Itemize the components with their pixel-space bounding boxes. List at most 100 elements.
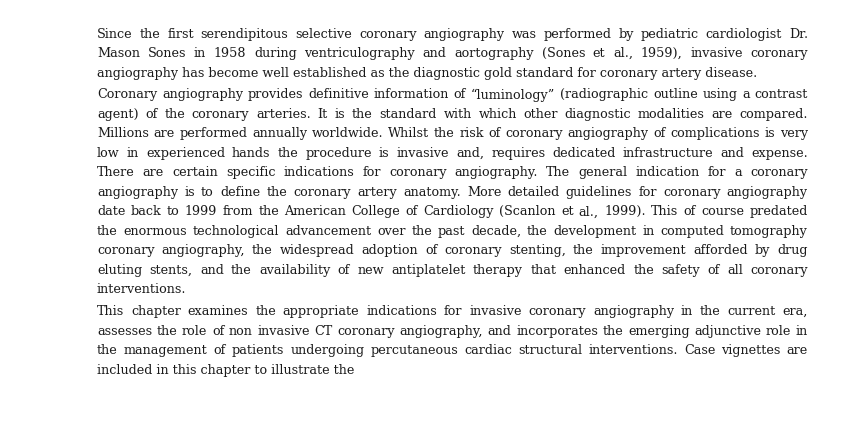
Text: coronary: coronary (663, 186, 721, 199)
Text: selective: selective (295, 28, 352, 40)
Text: specific: specific (226, 166, 275, 179)
Text: of: of (405, 205, 418, 218)
Text: are: are (787, 344, 808, 357)
Text: and: and (720, 147, 745, 160)
Text: appropriate: appropriate (283, 305, 360, 318)
Text: Sones: Sones (148, 47, 186, 60)
Text: detailed: detailed (507, 186, 559, 199)
Text: angiography: angiography (593, 305, 674, 318)
Text: to: to (167, 205, 179, 218)
Text: are: are (154, 128, 175, 140)
Text: the: the (97, 344, 118, 357)
Text: other: other (524, 108, 558, 121)
Text: College: College (352, 205, 400, 218)
Text: predated: predated (750, 205, 808, 218)
Text: information: information (374, 88, 449, 101)
Text: decade,: decade, (471, 225, 521, 238)
Text: enormous: enormous (123, 225, 187, 238)
Text: for: for (444, 305, 462, 318)
Text: development: development (553, 225, 637, 238)
Text: anatomy.: anatomy. (403, 186, 461, 199)
Text: More: More (467, 186, 502, 199)
Text: the: the (603, 325, 623, 338)
Text: the: the (97, 225, 118, 238)
Text: of: of (707, 264, 720, 277)
Text: assesses: assesses (97, 325, 152, 338)
Text: Mason: Mason (97, 47, 140, 60)
Text: in: in (681, 305, 693, 318)
Text: in: in (127, 147, 139, 160)
Text: vignettes: vignettes (722, 344, 780, 357)
Text: Millions: Millions (97, 128, 149, 140)
Text: Cardiology: Cardiology (423, 205, 494, 218)
Text: cardiac: cardiac (464, 344, 513, 357)
Text: serendipitous: serendipitous (201, 28, 288, 40)
Text: It: It (318, 108, 328, 121)
Text: incorporates: incorporates (516, 325, 598, 338)
Text: angiography: angiography (97, 186, 178, 199)
Text: performed: performed (543, 28, 611, 40)
Text: for: for (362, 166, 381, 179)
Text: angiography,: angiography, (162, 244, 245, 258)
Text: angiography: angiography (727, 186, 808, 199)
Text: risk: risk (459, 128, 484, 140)
Text: advancement: advancement (286, 225, 371, 238)
Text: aortography: aortography (455, 47, 534, 60)
Text: antiplatelet: antiplatelet (391, 264, 466, 277)
Text: al.,: al., (579, 205, 599, 218)
Text: technological: technological (193, 225, 280, 238)
Text: 1999: 1999 (184, 205, 218, 218)
Text: which: which (479, 108, 517, 121)
Text: era,: era, (783, 305, 808, 318)
Text: and,: and, (456, 147, 484, 160)
Text: a: a (734, 166, 742, 179)
Text: low: low (97, 147, 120, 160)
Text: from: from (223, 205, 253, 218)
Text: the: the (352, 108, 372, 121)
Text: of: of (213, 344, 226, 357)
Text: (Scanlon: (Scanlon (499, 205, 556, 218)
Text: chapter: chapter (131, 305, 181, 318)
Text: adjunctive: adjunctive (694, 325, 762, 338)
Text: provides: provides (248, 88, 303, 101)
Text: arteries.: arteries. (256, 108, 311, 121)
Text: indications: indications (284, 166, 354, 179)
Text: in: in (194, 47, 206, 60)
Text: definitive: definitive (309, 88, 369, 101)
Text: angiography has become well established as the diagnostic gold standard for coro: angiography has become well established … (97, 66, 757, 79)
Text: contrast: contrast (755, 88, 808, 101)
Text: is: is (184, 186, 195, 199)
Text: in: in (643, 225, 654, 238)
Text: This: This (97, 305, 124, 318)
Text: drug: drug (778, 244, 808, 258)
Text: al.,: al., (613, 47, 633, 60)
Text: 1999).: 1999). (604, 205, 646, 218)
Text: coronary: coronary (389, 166, 446, 179)
Text: agent): agent) (97, 108, 139, 121)
Text: CT: CT (314, 325, 333, 338)
Text: the: the (231, 264, 252, 277)
Text: the: the (156, 325, 178, 338)
Text: widespread: widespread (280, 244, 354, 258)
Text: of: of (337, 264, 350, 277)
Text: Coronary: Coronary (97, 88, 157, 101)
Text: of: of (489, 128, 501, 140)
Text: patients: patients (232, 344, 285, 357)
Text: et: et (561, 205, 574, 218)
Text: availability: availability (259, 264, 331, 277)
Text: the: the (255, 305, 276, 318)
Text: compared.: compared. (740, 108, 808, 121)
Text: coronary: coronary (751, 47, 808, 60)
Text: American: American (285, 205, 346, 218)
Text: artery: artery (357, 186, 397, 199)
Text: diagnostic: diagnostic (564, 108, 632, 121)
Text: of: of (145, 108, 158, 121)
Text: of: of (654, 128, 666, 140)
Text: the: the (139, 28, 161, 40)
Text: undergoing: undergoing (291, 344, 365, 357)
Text: improvement: improvement (601, 244, 687, 258)
Text: eluting: eluting (97, 264, 142, 277)
Text: modalities: modalities (638, 108, 705, 121)
Text: expense.: expense. (751, 147, 808, 160)
Text: very: very (779, 128, 808, 140)
